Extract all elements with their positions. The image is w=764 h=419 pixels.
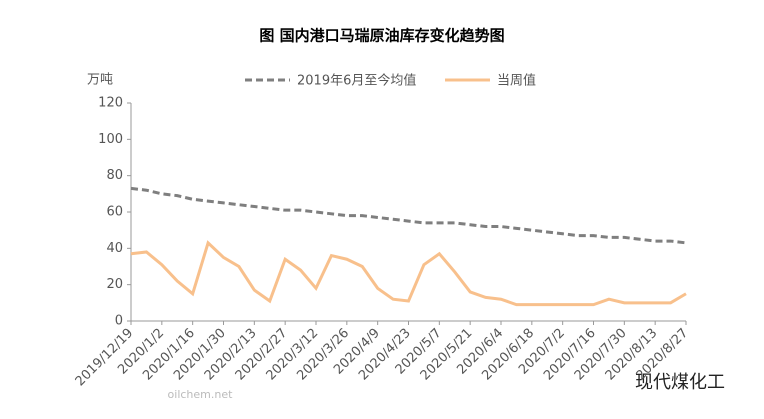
y-unit: 万吨 xyxy=(87,73,113,88)
y-tick-label: 120 xyxy=(98,96,123,111)
y-tick-label: 80 xyxy=(106,168,123,183)
y-tick-label: 20 xyxy=(106,277,123,292)
y-tick-label: 0 xyxy=(115,314,123,329)
legend-label: 当周值 xyxy=(497,73,536,89)
y-tick-label: 60 xyxy=(106,205,123,220)
series-line xyxy=(130,186,687,245)
watermark: oilchem.net xyxy=(168,388,234,401)
watermark: 现代煤化工 xyxy=(635,372,725,393)
series-line xyxy=(130,240,687,307)
y-tick-label: 40 xyxy=(106,241,123,256)
chart-title: 图 国内港口马瑞原油库存变化趋势图 xyxy=(259,27,504,45)
legend-label: 2019年6月至今均值 xyxy=(297,73,416,89)
y-tick-label: 100 xyxy=(98,132,123,147)
